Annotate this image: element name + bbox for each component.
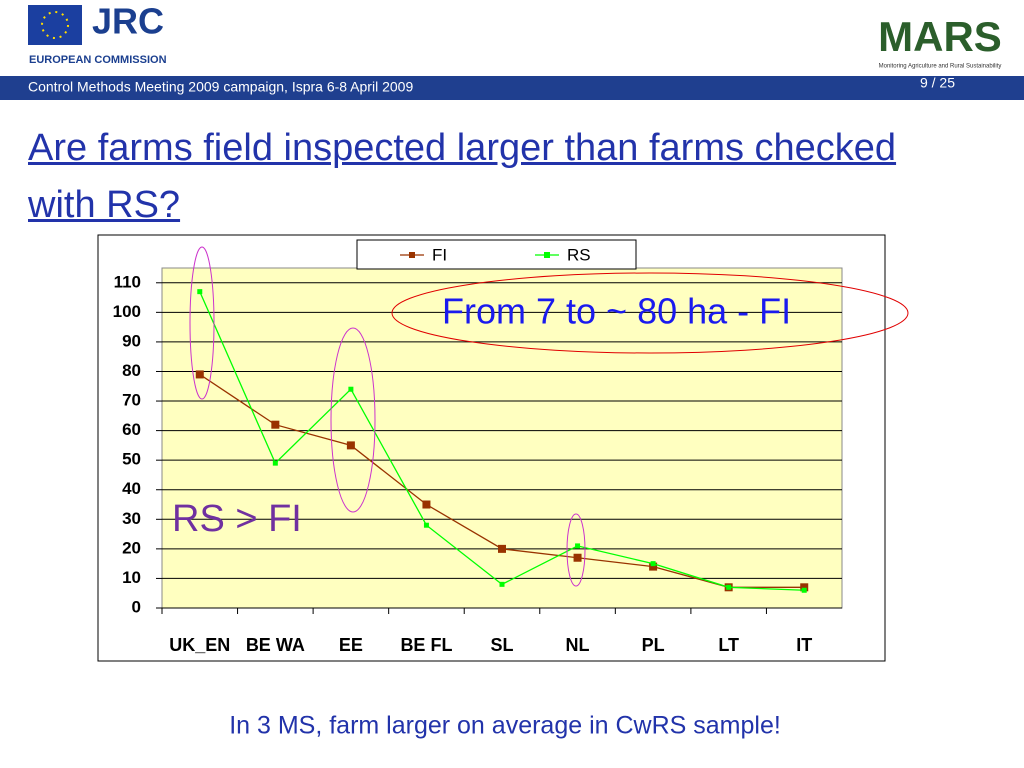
eu-stars (41, 11, 69, 39)
slide-title: Are farms field inspected larger than fa… (28, 127, 897, 226)
legend-label: FI (432, 245, 447, 264)
partner-tagline: Monitoring Agriculture and Rural Sustain… (879, 64, 1002, 70)
point (195, 370, 204, 379)
x-tick-label: IT (796, 635, 812, 655)
legend (356, 239, 637, 270)
highlight (391, 272, 909, 354)
organization: EUROPEAN COMMISSION (29, 54, 167, 66)
point (423, 522, 429, 528)
partner-logo: MARS (878, 13, 1002, 60)
x-tick-label: BE FL (400, 635, 452, 655)
point (650, 561, 656, 567)
x-tick-label: NL (566, 635, 590, 655)
eu-flag (28, 5, 82, 45)
highlight (566, 513, 586, 587)
y-tick-label: 100 (113, 302, 141, 321)
point (271, 420, 280, 429)
annotation: From 7 to ~ 80 ha - FI (442, 291, 791, 332)
y-tick-label: 40 (122, 479, 141, 498)
x-tick-label: LT (718, 635, 739, 655)
point (197, 289, 203, 295)
point (499, 581, 505, 587)
y-tick-label: 60 (122, 420, 141, 439)
y-tick-label: 90 (122, 331, 141, 350)
meeting: Control Methods Meeting 2009 campaign, I… (28, 79, 413, 95)
highlight (330, 327, 376, 513)
point (422, 500, 431, 509)
legend-marker (544, 252, 550, 258)
legend-label: RS (567, 245, 591, 264)
y-tick-label: 50 (122, 450, 141, 469)
footer-note: In 3 MS, farm larger on average in CwRS … (229, 712, 781, 740)
point (346, 441, 355, 450)
logo: JRC (92, 1, 164, 42)
legend-marker (409, 252, 415, 258)
y-tick-label: 30 (122, 509, 141, 528)
title-box: Are farms field inspected larger than fa… (28, 127, 897, 226)
chart: 0 10 20 30 40 50 60 70 80 90 100 110 UK_EN BE WA EE BE … (113, 245, 842, 655)
annotation: RS > FI (172, 498, 302, 540)
y-tick-label: 10 (122, 568, 141, 587)
point (801, 587, 807, 593)
y-tick-label: 20 (122, 538, 141, 557)
point (575, 543, 581, 549)
y-tick-label: 0 (132, 597, 141, 616)
highlight (189, 246, 215, 400)
header-bar (0, 76, 1024, 100)
x-tick-label: EE (339, 635, 363, 655)
point (272, 460, 278, 466)
point (649, 562, 658, 571)
point (726, 584, 732, 590)
point (800, 583, 809, 592)
y-tick-label: 80 (122, 361, 141, 380)
point (348, 386, 354, 392)
point (573, 553, 582, 562)
x-tick-label: SL (490, 635, 513, 655)
y-tick-label: 110 (114, 272, 141, 291)
x-tick-label: BE WA (246, 635, 305, 655)
x-tick-label: PL (642, 635, 665, 655)
point (498, 544, 506, 553)
page-number: 9 / 25 (920, 75, 955, 91)
y-tick-label: 70 (122, 391, 141, 410)
x-tick-label: UK_EN (169, 635, 230, 655)
